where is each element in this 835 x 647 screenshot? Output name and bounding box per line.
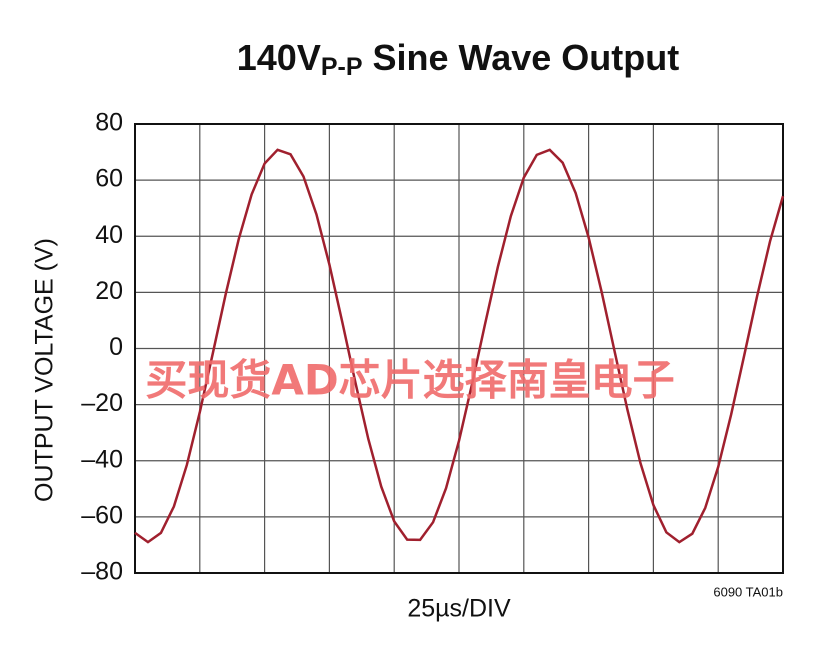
chart-title: 140VP-P Sine Wave Output (237, 37, 679, 81)
y-tick-label: –60 (81, 501, 123, 529)
y-tick-label: 80 (95, 109, 123, 137)
y-tick-label: 20 (95, 277, 123, 305)
y-tick-label: 40 (95, 221, 123, 249)
figure-note: 6090 TA01b (713, 584, 783, 599)
plot-frame (134, 123, 784, 574)
series-line (134, 148, 785, 544)
y-tick-label: –80 (81, 558, 123, 586)
x-axis-label: 25µs/DIV (407, 595, 511, 623)
y-tick-label: –20 (81, 389, 123, 417)
y-axis-label: OUTPUT VOLTAGE (V) (31, 238, 59, 502)
y-tick-label: –40 (81, 445, 123, 473)
watermark: 买现货AD芯片选择南皇电子 (145, 356, 674, 405)
y-tick-label: 60 (95, 165, 123, 193)
y-tick-label: 0 (109, 333, 123, 361)
